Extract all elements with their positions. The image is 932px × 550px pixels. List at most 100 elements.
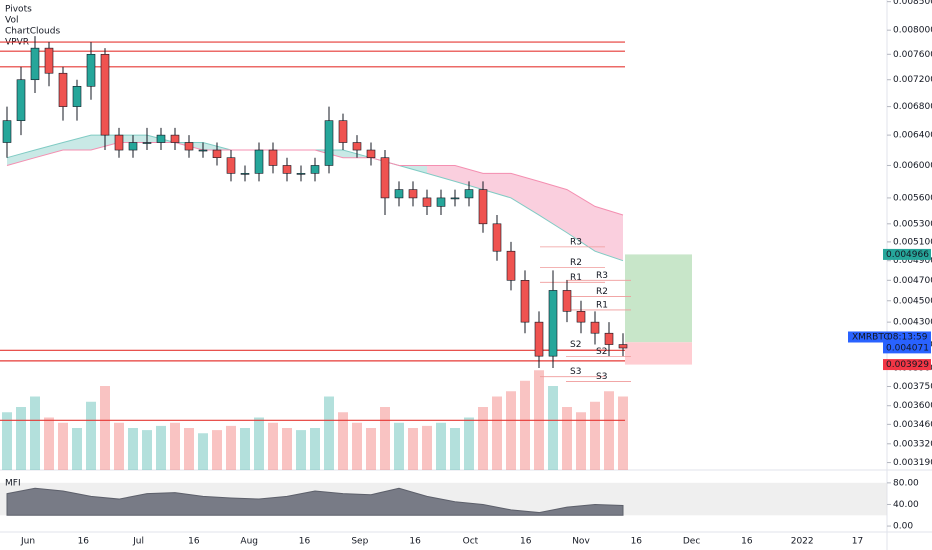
pivot-label: R3 — [596, 271, 608, 281]
cloud — [63, 135, 91, 151]
candle-body — [198, 149, 208, 152]
y-tick-label: 0.003600 — [893, 401, 932, 411]
candle-body — [492, 223, 502, 252]
volume-bar — [604, 391, 614, 470]
y-tick-label: 0.003750 — [893, 382, 932, 392]
y-tick-label: 0.004900 — [893, 256, 932, 266]
cloud — [35, 142, 63, 158]
volume-bar — [408, 428, 418, 470]
mfi-tick-label: 80.00 — [893, 478, 919, 488]
volume-bar — [296, 430, 306, 470]
x-tick-label: 16 — [741, 537, 753, 547]
volume-bar — [436, 422, 446, 470]
candle-body — [72, 85, 82, 107]
x-tick-label: 16 — [188, 537, 200, 547]
symbol-label: XMRBTC — [852, 332, 890, 342]
candle-body — [100, 53, 110, 136]
pivot-label: R2 — [596, 287, 608, 297]
candle-body — [86, 53, 96, 87]
volume-bar — [562, 407, 572, 470]
cloud — [511, 173, 539, 216]
volume-bar — [492, 396, 502, 470]
price-tag-label: 0.004966 — [886, 250, 929, 260]
x-tick-label: 16 — [299, 537, 311, 547]
y-tick-label: 0.005600 — [893, 193, 932, 203]
volume-bar — [618, 396, 628, 470]
volume-bar — [366, 428, 376, 470]
y-tick-label: 0.004700 — [893, 276, 932, 286]
x-tick-label: 16 — [520, 537, 532, 547]
volume-bar — [338, 412, 348, 470]
y-tick-label: 0.006400 — [893, 131, 932, 141]
candle-body — [226, 157, 236, 174]
y-tick-label: 0.006000 — [893, 161, 932, 171]
volume-bar — [422, 425, 432, 470]
candle-body — [520, 280, 530, 323]
volume-bar — [576, 412, 586, 470]
cloud — [567, 189, 595, 252]
volume-bar — [58, 422, 68, 470]
volume-bar — [464, 417, 474, 470]
candle-body — [254, 149, 264, 174]
mfi-tick-label: 40.00 — [893, 500, 919, 510]
cloud — [7, 150, 35, 166]
pivot-label: R1 — [596, 300, 608, 310]
pivot-label: S2 — [570, 340, 581, 350]
volume-bar — [254, 417, 264, 470]
price-tag — [883, 342, 931, 354]
y-tick-label: 0.005300 — [893, 219, 932, 229]
volume-bar — [16, 407, 26, 470]
volume-bar — [548, 386, 558, 470]
candle-body — [2, 120, 12, 143]
volume-bar — [2, 412, 12, 470]
symbol-tag — [848, 331, 931, 343]
candle-body — [58, 72, 68, 107]
background — [0, 0, 887, 550]
volume-bar — [100, 386, 110, 470]
volume-bar — [590, 401, 600, 470]
pivot-label: R3 — [570, 237, 582, 247]
mfi-label: MFI — [5, 479, 21, 489]
candle-body — [394, 189, 404, 199]
candle-body — [324, 120, 334, 166]
volume-bar — [450, 428, 460, 470]
price-tag — [883, 359, 931, 371]
candle-body — [128, 142, 138, 151]
pivot-label: R2 — [570, 258, 582, 268]
price-tag — [883, 248, 931, 260]
x-tick-label: Sep — [351, 537, 368, 547]
candle-body — [142, 142, 152, 144]
volume-bar — [520, 380, 530, 470]
x-tick-label: 2022 — [791, 537, 814, 547]
volume-bar — [506, 391, 516, 470]
candle-body — [562, 290, 572, 312]
candle-body — [506, 250, 516, 281]
pivot-label: S3 — [570, 367, 581, 377]
volume-bar — [226, 425, 236, 470]
candle-body — [44, 47, 54, 74]
stop-zone — [625, 342, 692, 365]
volume-bar — [128, 428, 138, 470]
volume-bar — [184, 428, 194, 470]
candle-body — [478, 189, 488, 225]
volume-bar — [324, 396, 334, 470]
candle-body — [338, 120, 348, 143]
volume-bar — [478, 407, 488, 470]
candle-body — [156, 134, 166, 143]
volume-bar — [86, 401, 96, 470]
candle-body — [310, 165, 320, 174]
candle-body — [380, 157, 390, 199]
y-tick-label: 0.005100 — [893, 237, 932, 247]
candle-body — [422, 197, 432, 207]
target-zone — [625, 254, 692, 343]
candle-body — [436, 197, 446, 207]
candle-body — [618, 344, 628, 349]
y-tick-label: 0.003460 — [893, 420, 932, 430]
volume-bar — [114, 422, 124, 470]
y-tick-label: 0.006800 — [893, 102, 932, 112]
candle-body — [408, 189, 418, 199]
candle-body — [240, 173, 250, 175]
volume-bar — [240, 428, 250, 470]
pivot-label: S3 — [596, 372, 607, 382]
